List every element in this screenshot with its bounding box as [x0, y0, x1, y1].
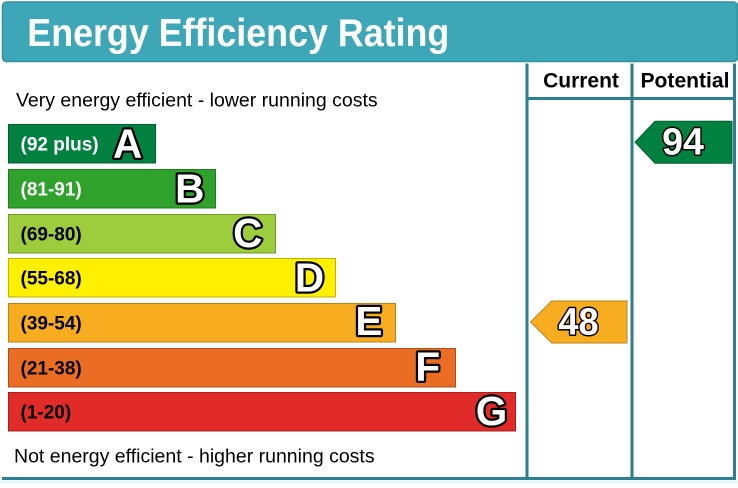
svg-text:Very energy efficient - lower: Very energy efficient - lower running co… — [16, 90, 378, 112]
svg-text:Energy Efficiency Rating: Energy Efficiency Rating — [27, 12, 449, 55]
svg-text:(92 plus): (92 plus) — [21, 135, 99, 156]
svg-text:(55-68): (55-68) — [21, 269, 82, 290]
svg-text:D: D — [295, 255, 324, 301]
svg-text:(39-54): (39-54) — [21, 314, 82, 335]
svg-text:48: 48 — [558, 300, 598, 343]
svg-text:F: F — [415, 344, 440, 390]
svg-text:94: 94 — [662, 121, 704, 163]
svg-text:Current: Current — [543, 70, 619, 93]
svg-text:Potential: Potential — [641, 70, 730, 93]
svg-text:C: C — [233, 210, 262, 256]
svg-text:Not energy efficient - higher: Not energy efficient - higher running co… — [14, 446, 375, 468]
svg-text:G: G — [476, 388, 508, 434]
svg-text:(21-38): (21-38) — [21, 359, 82, 380]
svg-text:A: A — [113, 120, 142, 166]
svg-text:(81-91): (81-91) — [21, 180, 82, 201]
svg-text:(69-80): (69-80) — [21, 225, 82, 246]
svg-text:(1-20): (1-20) — [21, 403, 72, 424]
svg-text:B: B — [175, 165, 204, 211]
svg-text:E: E — [355, 298, 382, 344]
